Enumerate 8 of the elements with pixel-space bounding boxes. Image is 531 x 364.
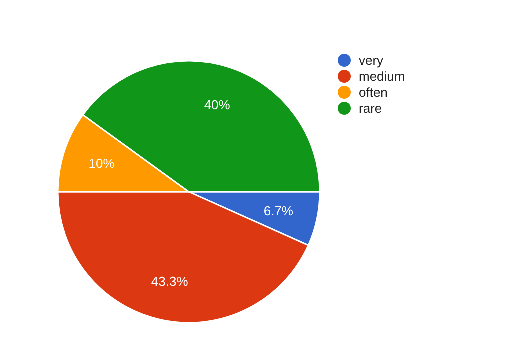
legend-label: often	[359, 84, 388, 100]
data-label: 43.3%	[151, 274, 189, 290]
data-label: 40%	[204, 97, 231, 112]
legend-label: very	[359, 52, 384, 68]
data-label: 6.7%	[264, 204, 294, 219]
data-label: 10%	[88, 156, 116, 172]
legend-label: medium	[359, 68, 406, 84]
legend-label: rare	[359, 100, 382, 116]
